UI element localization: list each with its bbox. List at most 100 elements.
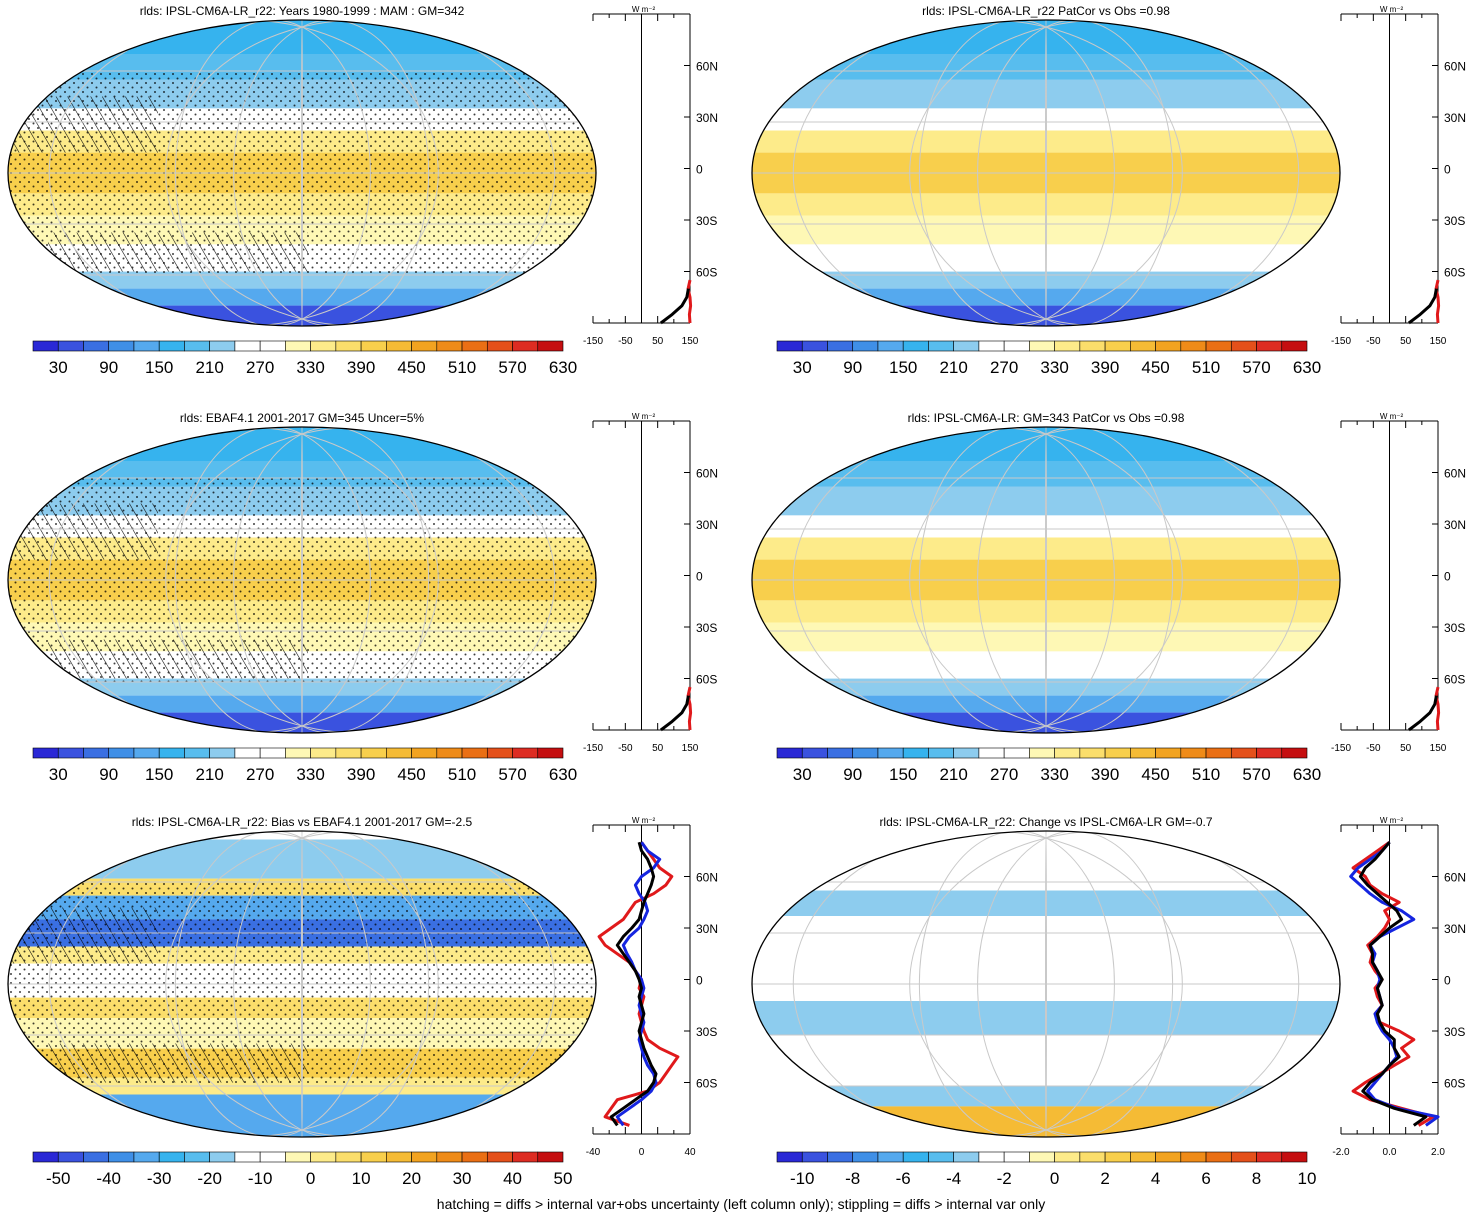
colorbar-box	[461, 747, 488, 759]
graticule-lon	[233, 831, 430, 1137]
profile-lat-label: 60S	[1444, 673, 1465, 687]
zonal-profile: W m⁻² -150 -50 50 150 60N 30N 0 30S 60S	[1331, 412, 1466, 754]
graticule-lon	[909, 831, 1300, 1137]
colorbar-box	[953, 340, 980, 352]
colorbar-box	[209, 340, 236, 352]
colorbar-box	[83, 1151, 110, 1163]
colorbar-box	[1079, 340, 1106, 352]
colorbar-box	[310, 747, 337, 759]
colorbar-box	[978, 1151, 1005, 1163]
panel-title: rlds: IPSL-CM6A-LR_r22: Bias vs EBAF4.1 …	[132, 815, 473, 829]
colorbar-label: 510	[1192, 765, 1220, 784]
colorbar-label: 90	[843, 765, 862, 784]
colorbar-box	[902, 1151, 929, 1163]
profile-lat-label: 30S	[696, 1025, 717, 1039]
profile-unit-label: W m⁻²	[1380, 5, 1404, 14]
colorbar-box	[83, 340, 110, 352]
graticule-lon	[909, 20, 1300, 326]
profile-series-line-1	[686, 686, 693, 731]
colorbar-box	[827, 1151, 854, 1163]
colorbar-label: 630	[1293, 765, 1321, 784]
colorbar-label: 30	[453, 1169, 472, 1188]
colorbar-box	[978, 747, 1005, 759]
colorbar-label: 570	[498, 358, 526, 377]
colorbar-box	[133, 1151, 160, 1163]
profile-series-line-1	[686, 279, 693, 324]
colorbar-box	[386, 340, 412, 352]
colorbar-box	[801, 747, 828, 759]
colorbar-box	[801, 1151, 828, 1163]
profile-lat-label: 30N	[1444, 518, 1466, 532]
colorbar-label: -20	[197, 1169, 222, 1188]
graticule-lon	[1045, 427, 1047, 733]
colorbar-label: 390	[1091, 358, 1119, 377]
colorbar-box	[158, 747, 185, 759]
colorbar-box	[436, 747, 463, 759]
profile-series-line-2	[1407, 695, 1438, 732]
colorbar: 30 90 150 210 270 330 390 450 510 570 630	[776, 340, 1321, 377]
colorbar-label: 570	[498, 765, 526, 784]
profile-lat-label: 30N	[696, 518, 718, 532]
colorbar-label: 20	[402, 1169, 421, 1188]
graticule-lon	[977, 427, 1174, 733]
profile-lat-label: 0	[1444, 570, 1451, 584]
colorbar-label: 2	[1100, 1169, 1109, 1188]
graticule-lon	[977, 20, 1174, 326]
colorbar-box	[285, 747, 311, 759]
colorbar-label: 450	[397, 765, 425, 784]
colorbar-label: 510	[1192, 358, 1220, 377]
figure-footer: hatching = diffs > internal var+obs unce…	[437, 1196, 1045, 1212]
profile-xtick-label: -150	[583, 336, 603, 347]
colorbar-label: 450	[1141, 358, 1169, 377]
map-outline	[751, 830, 1341, 1138]
hatching	[8, 96, 158, 153]
colorbar-label: -50	[46, 1169, 71, 1188]
colorbar-label: 330	[1040, 358, 1068, 377]
profile-lat-label: 60N	[1444, 467, 1466, 481]
panel-6: rlds: IPSL-CM6A-LR_r22: Change vs IPSL-C…	[751, 815, 1466, 1188]
panel-5: rlds: IPSL-CM6A-LR_r22: Bias vs EBAF4.1 …	[7, 815, 718, 1188]
zonal-profile: W m⁻² -40 0 40 60N 30N 0 30S 60S	[586, 816, 718, 1158]
map	[751, 830, 1341, 1138]
colorbar-box	[877, 747, 904, 759]
colorbar-box	[259, 747, 286, 759]
colorbar-box	[852, 1151, 879, 1163]
colorbar-box	[32, 747, 59, 759]
colorbar-box	[537, 340, 564, 352]
colorbar-box	[1029, 340, 1055, 352]
colorbar-box	[335, 1151, 362, 1163]
colorbar-label: 0	[306, 1169, 315, 1188]
colorbar-box	[285, 340, 311, 352]
graticule-lon	[48, 427, 439, 733]
profile-xtick-label: 50	[1400, 336, 1412, 347]
colorbar-box	[512, 340, 539, 352]
profile-xtick-label: -150	[1331, 743, 1351, 754]
colorbar-label: 90	[99, 765, 118, 784]
graticule-lon	[977, 831, 1174, 1137]
colorbar: -10 -8 -6 -4 -2 0 2 4 6 8 10	[776, 1151, 1316, 1188]
colorbar-label: 270	[246, 765, 274, 784]
profile-lat-label: 60N	[696, 60, 718, 74]
colorbar-box	[335, 747, 362, 759]
colorbar-box	[1205, 747, 1232, 759]
colorbar-label: 330	[296, 358, 324, 377]
colorbar-box	[1054, 1151, 1081, 1163]
colorbar-label: 510	[448, 765, 476, 784]
colorbar-label: 40	[503, 1169, 522, 1188]
colorbar-label: 570	[1242, 765, 1270, 784]
colorbar-label: 210	[939, 765, 967, 784]
colorbar-box	[1155, 747, 1182, 759]
profile-xtick-label: 0.0	[1383, 1147, 1397, 1158]
profile-lat-label: 60N	[1444, 871, 1466, 885]
colorbar-box	[83, 747, 110, 759]
profile-lat-label: 0	[696, 974, 703, 988]
profile-xtick-label: 150	[1430, 743, 1447, 754]
colorbar-box	[108, 1151, 135, 1163]
colorbar-label: 30	[793, 765, 812, 784]
map	[7, 19, 597, 327]
colorbar-box	[158, 340, 185, 352]
hatching	[48, 1043, 308, 1083]
colorbar-box	[852, 747, 879, 759]
colorbar-label: 390	[347, 358, 375, 377]
colorbar-label: -10	[248, 1169, 273, 1188]
